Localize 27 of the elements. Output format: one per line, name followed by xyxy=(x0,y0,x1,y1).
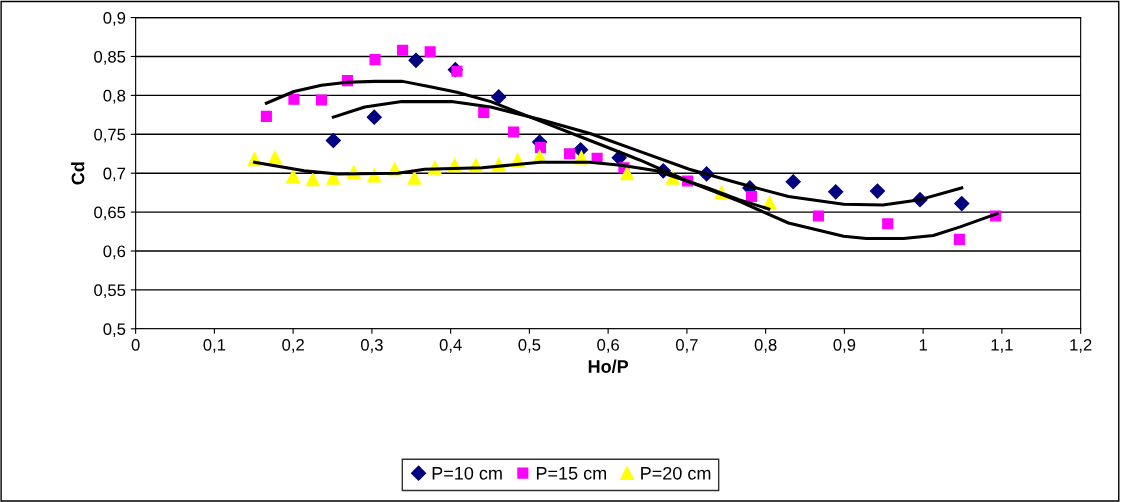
x-tick-label: 0,9 xyxy=(833,338,856,353)
y-tick-label: 0,6 xyxy=(103,245,126,260)
y-tick-label: 0,55 xyxy=(94,284,126,299)
x-tick-label: 0,1 xyxy=(203,338,226,353)
y-tick-label: 0,65 xyxy=(94,206,126,221)
y-axis-title: Cd xyxy=(71,162,85,185)
y-tick-label: 0,5 xyxy=(103,323,126,337)
x-tick-label: 0,3 xyxy=(360,338,383,353)
x-tick-label: 0,4 xyxy=(439,338,462,353)
x-tick-label: 1,1 xyxy=(991,339,1013,353)
legend-label: P=15 cm xyxy=(536,467,607,480)
y-tick-label: 0,9 xyxy=(103,11,126,26)
x-tick-label: 0 xyxy=(131,338,140,351)
y-tick-label: 0,7 xyxy=(103,167,126,182)
x-axis-title: Ho/P xyxy=(588,359,629,374)
y-tick-label: 0,85 xyxy=(94,50,126,65)
legend-label: P=10 cm xyxy=(432,466,502,480)
x-tick-label: 1,2 xyxy=(1070,338,1092,353)
x-tick-label: 0,8 xyxy=(754,338,777,353)
y-tick-label: 0,75 xyxy=(94,128,126,143)
legend-label: P=20 cm xyxy=(641,466,711,480)
x-tick-label: 0,7 xyxy=(675,338,698,353)
x-tick-label: 1 xyxy=(919,339,927,351)
y-tick-label: 0,8 xyxy=(103,89,126,104)
x-tick-label: 0,2 xyxy=(282,338,304,353)
x-tick-label: 0,5 xyxy=(518,338,541,353)
x-tick-label: 0,6 xyxy=(597,338,619,353)
